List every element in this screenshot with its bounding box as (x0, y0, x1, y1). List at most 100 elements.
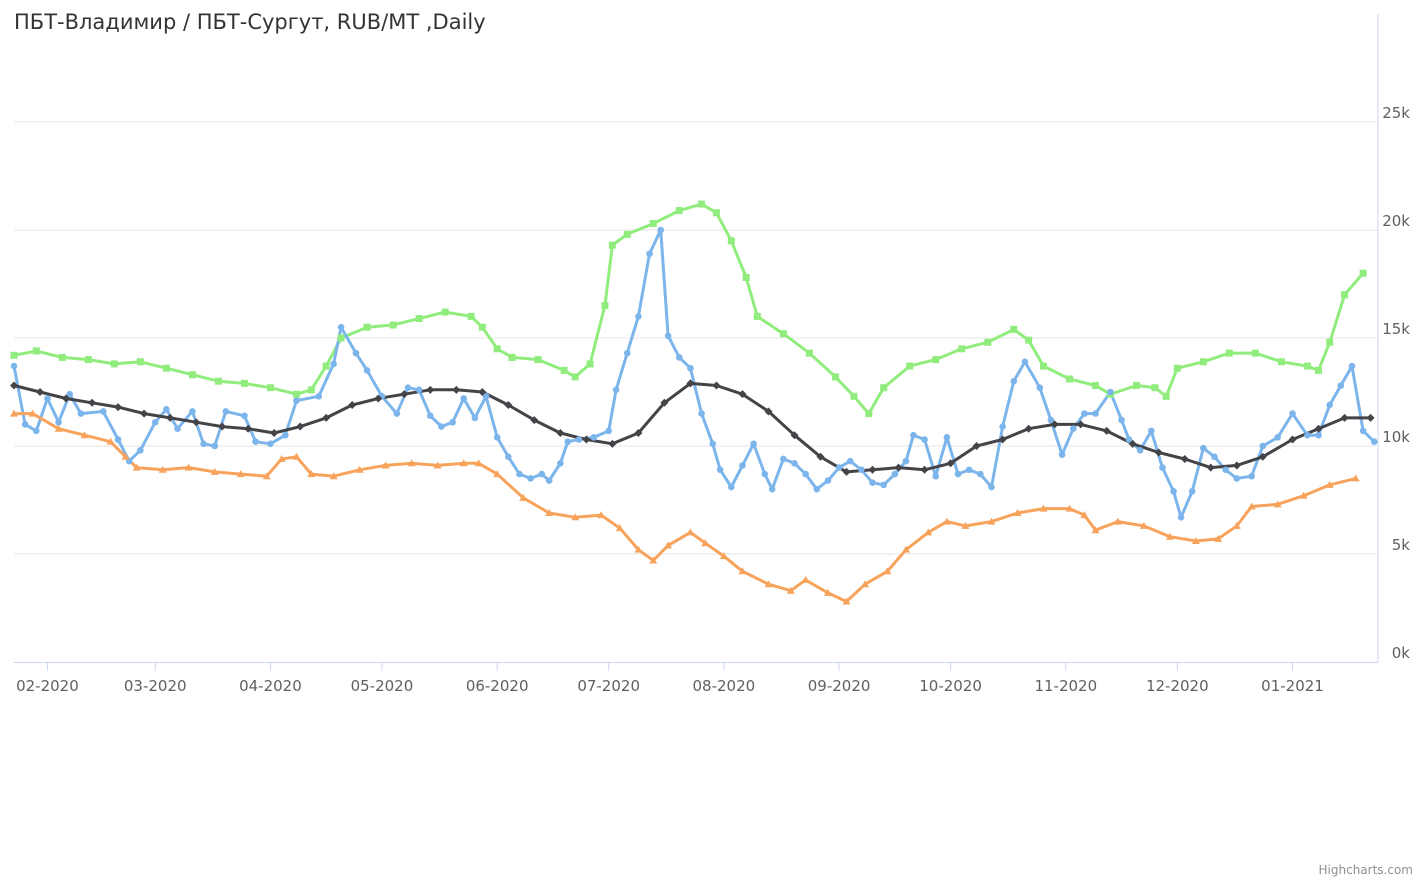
data-point (1337, 382, 1345, 389)
data-point (1326, 401, 1333, 409)
data-point (534, 356, 542, 364)
data-point (753, 312, 761, 320)
data-point (880, 481, 887, 489)
data-point (58, 353, 66, 361)
data-point (214, 377, 222, 385)
data-point (894, 463, 903, 472)
data-point (1258, 452, 1267, 461)
data-point (1092, 410, 1099, 417)
data-point (1040, 362, 1048, 370)
data-point (850, 392, 858, 400)
data-point (192, 418, 201, 427)
data-point (1154, 448, 1163, 457)
data-point (355, 465, 364, 473)
data-point (1288, 435, 1297, 444)
data-point (1247, 502, 1256, 510)
data-point (1289, 410, 1296, 417)
data-point (764, 580, 773, 588)
data-point (404, 384, 412, 391)
data-point (1315, 366, 1323, 374)
data-point (266, 384, 274, 392)
data-point (166, 413, 175, 422)
data-point (943, 434, 951, 441)
data-point (686, 379, 695, 388)
data-point (575, 436, 583, 443)
data-point (1010, 325, 1018, 333)
data-point (211, 442, 218, 450)
data-point (478, 388, 487, 396)
data-point (530, 416, 539, 425)
data-point (1359, 427, 1367, 435)
data-point (1366, 413, 1375, 422)
data-point (920, 465, 929, 474)
data-point (1136, 447, 1144, 454)
data-point (132, 463, 141, 471)
data-point (478, 323, 486, 331)
data-point (184, 463, 193, 471)
data-point (779, 330, 787, 338)
data-point (545, 508, 554, 516)
y-tick-label: 25k (1382, 104, 1410, 122)
data-point (1340, 413, 1349, 422)
x-tick-label: 02-2020 (16, 677, 79, 695)
data-point (942, 517, 951, 525)
data-point (252, 438, 259, 445)
data-point (738, 390, 747, 399)
data-point (1248, 472, 1255, 480)
data-point (322, 413, 331, 422)
data-point (1118, 416, 1125, 424)
data-point (162, 364, 170, 372)
data-point (1069, 425, 1077, 433)
data-point (712, 381, 721, 390)
data-point (988, 483, 995, 491)
data-point (902, 457, 910, 465)
data-point (493, 345, 501, 353)
data-point (504, 400, 513, 409)
highcharts-credit[interactable]: Highcharts.com (1318, 863, 1413, 877)
data-point (218, 422, 227, 431)
data-point (824, 477, 832, 484)
data-point (293, 397, 300, 404)
data-point (1303, 362, 1311, 370)
data-point (1200, 444, 1207, 452)
y-tick-label: 15k (1382, 320, 1410, 338)
data-point (28, 409, 37, 417)
data-point (1025, 336, 1033, 344)
chart-title: ПБТ-Владимир / ПБТ-Сургут, RUB/MT ,Daily (14, 10, 486, 34)
data-point (813, 485, 821, 493)
data-point (77, 410, 85, 417)
data-point (407, 459, 416, 467)
x-tick-label: 04-2020 (239, 677, 302, 695)
data-point (675, 207, 683, 215)
data-point (163, 405, 170, 413)
x-tick-label: 07-2020 (577, 677, 640, 695)
data-point (564, 438, 572, 445)
data-point (924, 528, 933, 536)
data-point (545, 477, 553, 484)
data-point (352, 349, 360, 357)
data-point (315, 393, 323, 400)
data-point (10, 409, 18, 417)
data-point (236, 470, 245, 478)
y-tick-label: 0k (1392, 644, 1411, 662)
data-point (868, 465, 877, 474)
data-point (337, 323, 345, 331)
x-tick-label: 12-2020 (1146, 677, 1209, 695)
data-point (597, 511, 606, 519)
data-point (1081, 410, 1088, 417)
data-point (1341, 291, 1349, 299)
data-point (901, 545, 910, 553)
x-tick-label: 01-2021 (1261, 677, 1324, 695)
data-point (452, 385, 461, 394)
data-point (657, 226, 664, 234)
data-point (262, 472, 271, 480)
data-point (62, 394, 71, 403)
data-point (438, 423, 445, 430)
data-point (831, 373, 839, 381)
data-point (601, 302, 609, 310)
data-point (415, 315, 423, 323)
data-point (880, 384, 888, 392)
data-point (110, 360, 118, 368)
data-point (1128, 439, 1137, 448)
data-point (1162, 392, 1170, 400)
